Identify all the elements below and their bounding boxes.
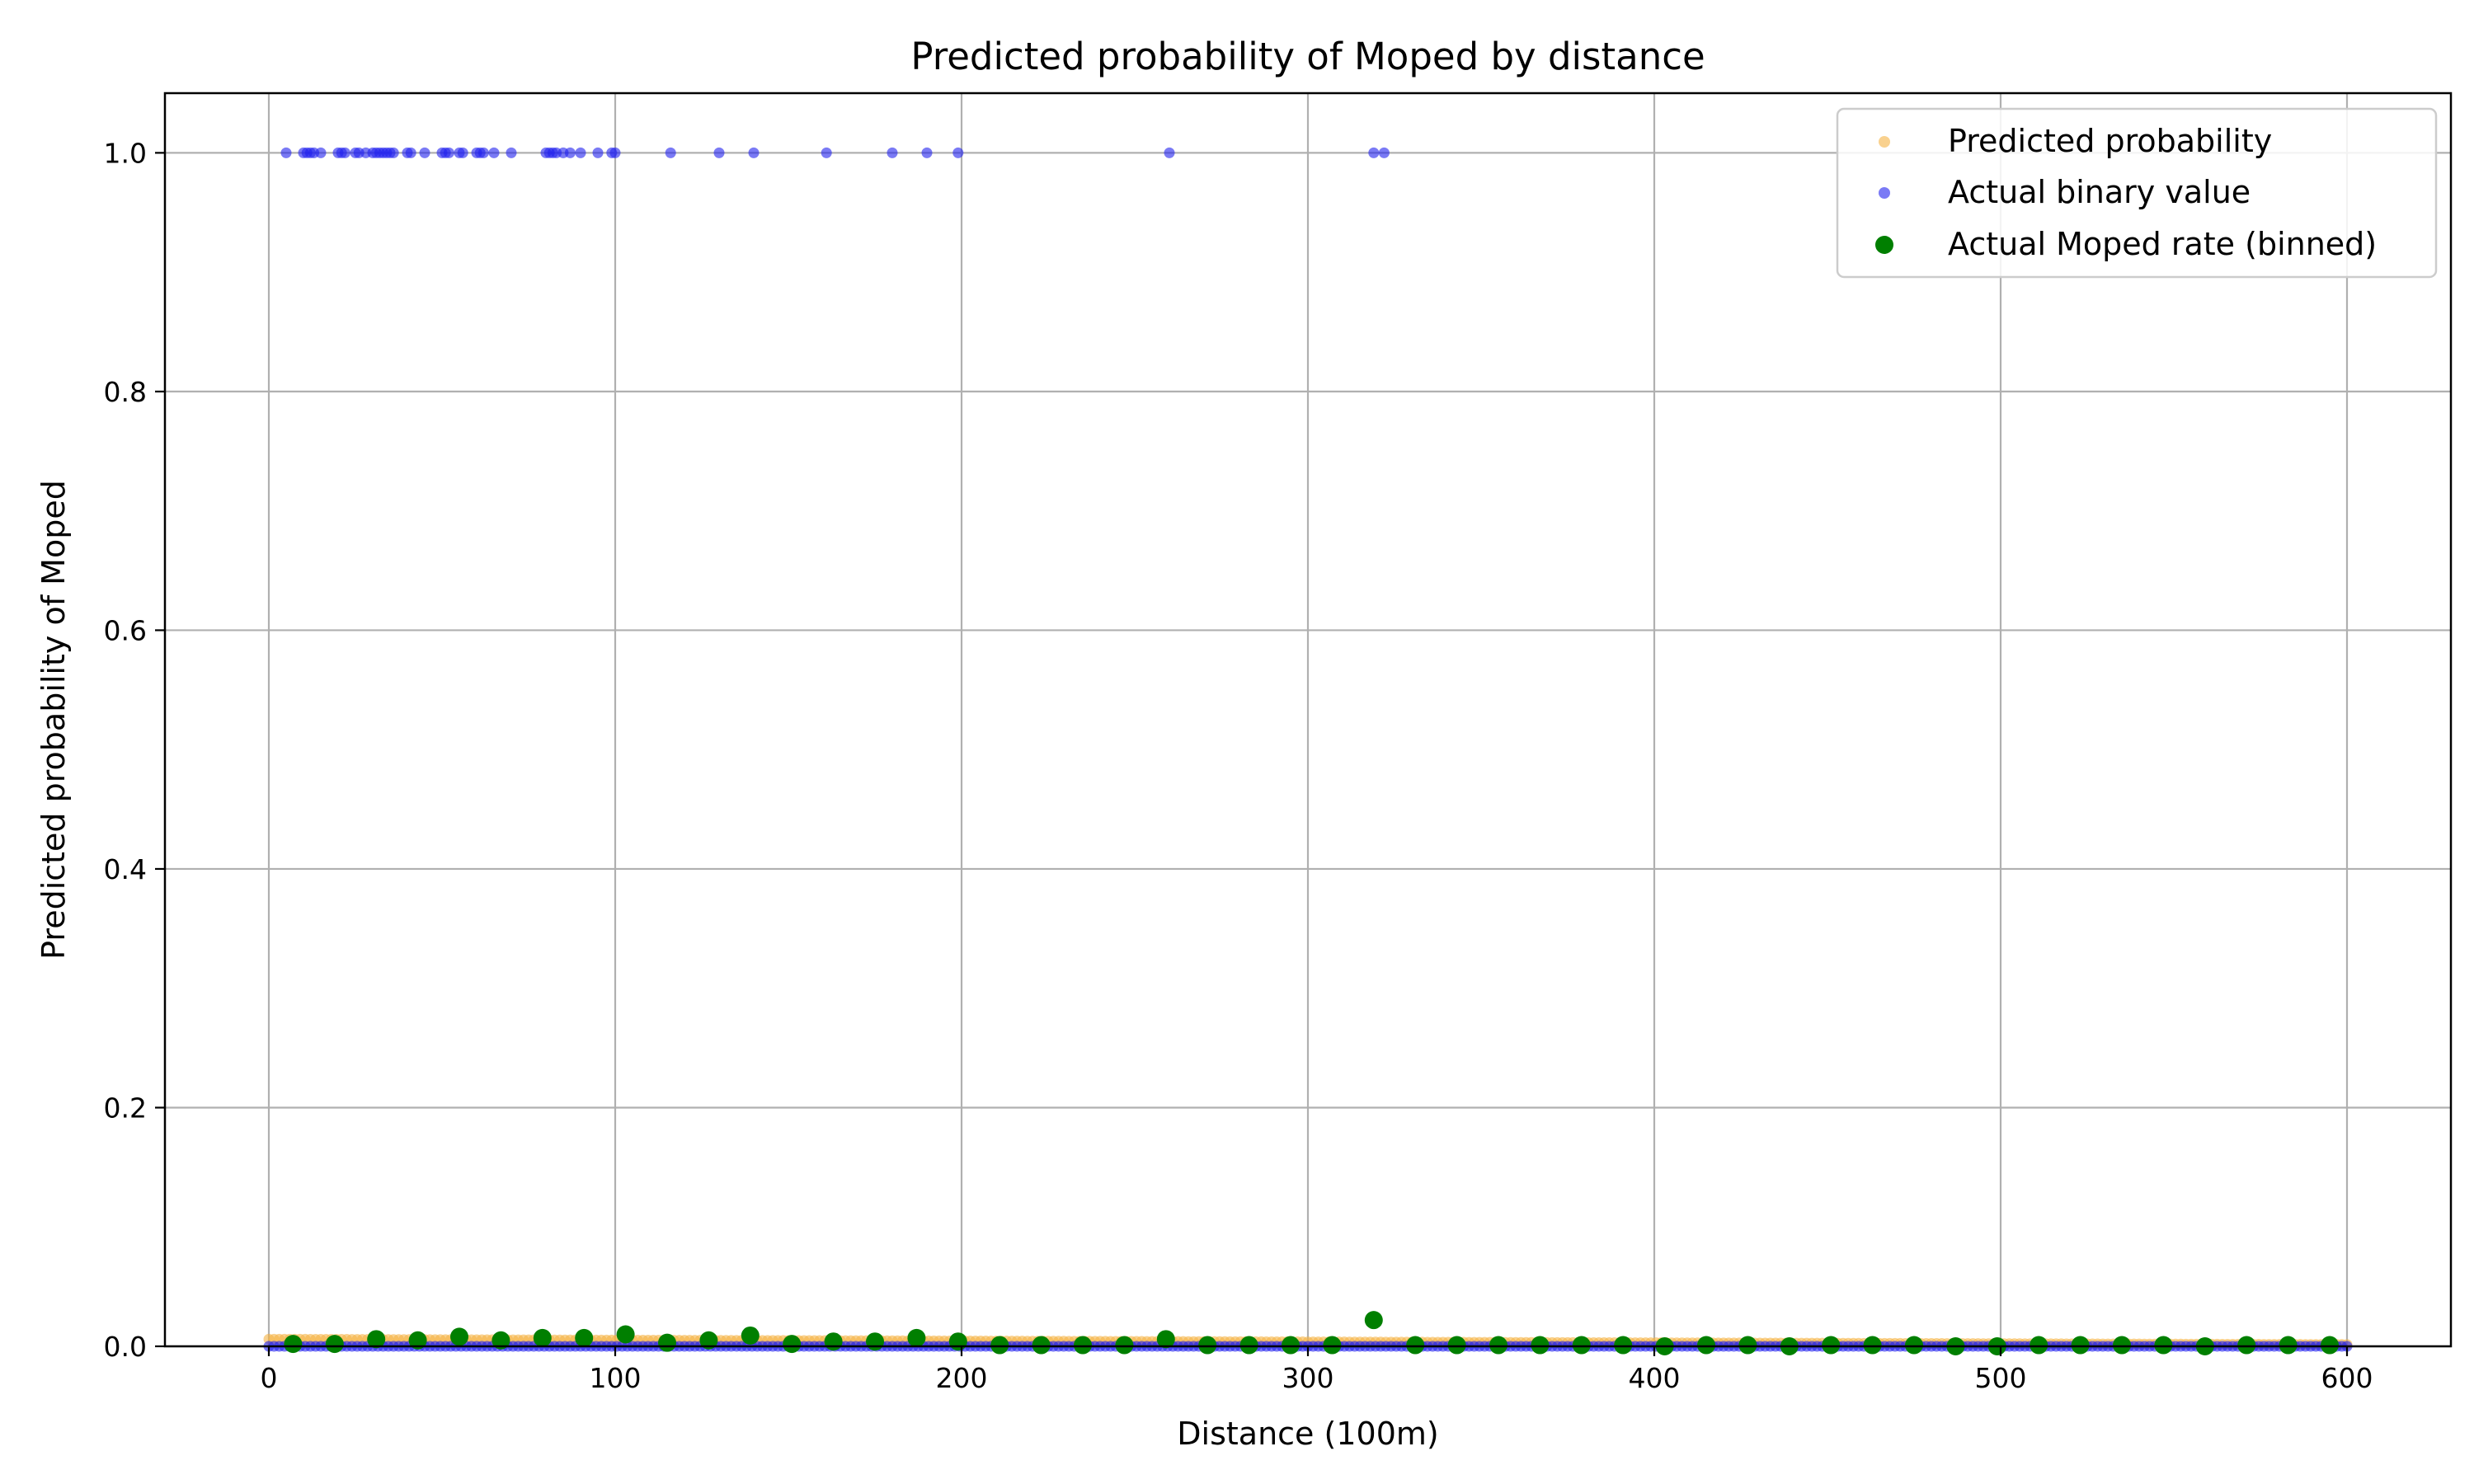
binned-point <box>2154 1336 2173 1355</box>
binned-point <box>1489 1336 1507 1355</box>
x-tick-label: 500 <box>1975 1362 2027 1394</box>
legend-marker-actual <box>1879 187 1890 199</box>
binned-point <box>824 1332 843 1351</box>
binned-point <box>1239 1336 1258 1355</box>
binned-point <box>866 1332 884 1351</box>
x-tick-label: 200 <box>936 1362 988 1394</box>
actual-point-one <box>405 147 416 158</box>
binned-point <box>616 1325 635 1344</box>
legend-label-binned: Actual Moped rate (binned) <box>1948 226 2377 262</box>
binned-point <box>1282 1336 1300 1355</box>
actual-point-one <box>748 147 760 158</box>
binned-point <box>1032 1336 1051 1355</box>
legend-box <box>1836 107 2438 279</box>
binned-point <box>408 1331 427 1350</box>
actual-point-one <box>1164 147 1175 158</box>
legend-marker-predicted <box>1879 136 1890 148</box>
binned-point <box>783 1335 802 1354</box>
actual-point-one <box>887 147 898 158</box>
binned-point <box>1323 1336 1342 1355</box>
x-tick-label: 0 <box>261 1362 278 1394</box>
actual-point-one <box>592 147 604 158</box>
actual-point-one <box>477 147 489 158</box>
binned-point <box>658 1333 676 1352</box>
binned-point <box>2321 1336 2339 1355</box>
actual-point-one <box>1368 147 1380 158</box>
binned-point <box>492 1331 510 1350</box>
actual-point-one <box>665 147 676 158</box>
actual-point-one <box>506 147 517 158</box>
x-tick-label: 100 <box>590 1362 642 1394</box>
binned-point <box>1863 1336 1882 1355</box>
actual-point-one <box>575 147 586 158</box>
binned-point <box>907 1328 926 1347</box>
binned-point <box>741 1326 760 1345</box>
binned-point <box>1697 1336 1715 1355</box>
binned-point <box>1364 1311 1383 1330</box>
actual-point-one <box>443 147 454 158</box>
chart-title: Predicted probability of Moped by distan… <box>910 35 1705 78</box>
binned-point <box>1447 1336 1466 1355</box>
binned-point <box>367 1330 386 1349</box>
actual-point-one <box>388 147 399 158</box>
x-tick-label: 300 <box>1282 1362 1334 1394</box>
binned-point <box>2279 1336 2298 1355</box>
actual-point-one <box>921 147 933 158</box>
y-tick-label: 1.0 <box>104 137 147 169</box>
binned-point <box>2030 1336 2048 1355</box>
binned-point <box>1156 1330 1175 1349</box>
binned-point <box>2071 1336 2090 1355</box>
y-tick-label: 0.8 <box>104 376 147 408</box>
actual-point-one <box>488 147 500 158</box>
actual-point-one <box>339 147 350 158</box>
series-binned-rate <box>284 1311 2339 1355</box>
binned-point <box>1198 1336 1217 1355</box>
binned-point <box>1572 1336 1591 1355</box>
binned-point <box>1905 1336 1923 1355</box>
binned-point <box>990 1336 1009 1355</box>
actual-point-one <box>564 147 576 158</box>
binned-point <box>575 1328 594 1347</box>
x-axis-label: Distance (100m) <box>1177 1416 1438 1452</box>
y-tick-label: 0.4 <box>104 853 147 885</box>
legend: Predicted probability Actual binary valu… <box>1836 107 2438 279</box>
binned-point <box>948 1332 967 1351</box>
actual-point-one <box>457 147 468 158</box>
actual-point-one <box>821 147 832 158</box>
x-tick-label: 600 <box>2321 1362 2373 1394</box>
binned-point <box>699 1331 718 1350</box>
binned-point <box>1074 1336 1092 1355</box>
binned-point <box>284 1335 303 1354</box>
binned-point <box>1531 1336 1550 1355</box>
actual-point-one <box>1378 147 1390 158</box>
binned-point <box>1738 1336 1757 1355</box>
y-tick-label: 0.0 <box>104 1331 147 1363</box>
x-tick-label: 400 <box>1629 1362 1681 1394</box>
actual-point-one <box>315 147 327 158</box>
binned-point <box>325 1335 344 1354</box>
binned-point <box>2113 1336 2131 1355</box>
binned-point <box>1406 1336 1425 1355</box>
actual-point-one <box>280 147 292 158</box>
legend-label-actual: Actual binary value <box>1948 174 2251 210</box>
binned-point <box>2237 1336 2256 1355</box>
actual-point-one <box>713 147 725 158</box>
axis-ticks: 0 100 200 300 400 500 600 0.0 0.2 0.4 0.6 0.8 1.0 <box>104 137 2373 1394</box>
legend-label-predicted: Predicted probability <box>1948 123 2272 159</box>
plot-area <box>263 147 2353 1355</box>
binned-point <box>1822 1336 1841 1355</box>
legend-marker-binned <box>1875 236 1893 254</box>
y-tick-label: 0.2 <box>104 1092 147 1124</box>
actual-point-one <box>609 147 621 158</box>
binned-point <box>1115 1336 1134 1355</box>
binned-point <box>450 1327 468 1346</box>
actual-point-one <box>419 147 430 158</box>
y-tick-label: 0.6 <box>104 614 147 646</box>
actual-point-one <box>952 147 964 158</box>
binned-point <box>533 1328 552 1347</box>
binned-point <box>1614 1336 1633 1355</box>
y-axis-label: Predicted probability of Moped <box>35 480 72 960</box>
